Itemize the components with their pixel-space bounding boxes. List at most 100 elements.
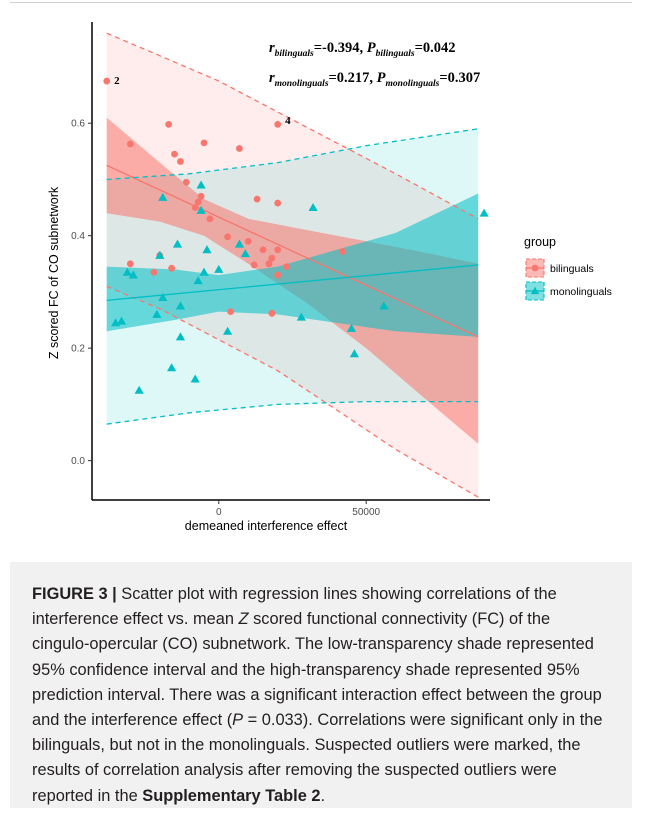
point-monolinguals bbox=[199, 267, 209, 276]
point-monolinguals bbox=[193, 276, 203, 285]
axes: 0 50000 0.0 0.2 0.4 0.6 demeaned interference … bbox=[47, 22, 490, 533]
caption-text-2: scored functional connectivity (FC) of t… bbox=[32, 610, 602, 730]
outlier-annotation: 2 bbox=[114, 75, 120, 87]
point-monolinguals bbox=[116, 316, 127, 325]
legend-marker-monolinguals bbox=[530, 286, 540, 295]
point-monolinguals bbox=[152, 309, 162, 318]
point-monolinguals bbox=[479, 208, 489, 217]
point-bilinguals bbox=[339, 248, 346, 255]
fit-line-bilinguals bbox=[106, 164, 479, 338]
confidence-band-monolinguals bbox=[106, 193, 479, 337]
supplementary-table-link[interactable]: Supplementary Table 2 bbox=[142, 786, 321, 805]
point-monolinguals bbox=[158, 292, 168, 302]
point-bilinguals bbox=[259, 246, 267, 254]
point-monolinguals bbox=[234, 239, 245, 248]
stats-fragment: bilinguals bbox=[275, 49, 314, 59]
stats-fragment: P bbox=[377, 70, 386, 86]
point-bilinguals bbox=[268, 309, 276, 317]
y-tick-label: 0.2 bbox=[71, 344, 85, 355]
point-bilinguals bbox=[168, 264, 176, 272]
point-bilinguals bbox=[126, 140, 134, 148]
point-bilinguals bbox=[253, 195, 261, 203]
point-bilinguals bbox=[283, 263, 290, 271]
point-monolinguals bbox=[158, 192, 168, 201]
legend-title: group bbox=[524, 235, 556, 249]
point-bilinguals bbox=[227, 308, 234, 316]
point-bilinguals bbox=[171, 150, 178, 158]
point-monolinguals bbox=[190, 374, 200, 383]
y-tick-label: 0.0 bbox=[71, 456, 85, 467]
point-monolinguals bbox=[122, 267, 132, 276]
point-monolinguals bbox=[214, 264, 224, 273]
caption-text-4: . bbox=[320, 786, 326, 805]
point-monolinguals bbox=[379, 301, 389, 310]
stats-fragment: =0.307 bbox=[439, 70, 480, 86]
stats-line: rmonolinguals=0.217, Pmonolinguals=0.307 bbox=[269, 70, 480, 89]
point-monolinguals bbox=[175, 332, 186, 341]
point-monolinguals bbox=[346, 323, 357, 332]
point-bilinguals bbox=[103, 77, 111, 85]
point-bilinguals bbox=[191, 204, 199, 211]
caption-text-3: = 0.033). Correlations were significant … bbox=[32, 711, 603, 805]
y-axis-label: Z scored FC of CO subnetwork bbox=[47, 186, 61, 359]
point-bilinguals bbox=[274, 199, 282, 207]
point-bilinguals bbox=[265, 260, 273, 268]
fit-line-monolinguals bbox=[106, 264, 479, 302]
point-bilinguals bbox=[126, 260, 134, 268]
prediction-upper-bilinguals bbox=[106, 32, 479, 220]
interval-bands bbox=[106, 33, 479, 498]
y-tick-label: 0.4 bbox=[71, 231, 85, 242]
stats-fragment: =-0.394, bbox=[314, 40, 367, 56]
prediction-upper-monolinguals bbox=[106, 128, 479, 181]
point-bilinguals bbox=[274, 120, 282, 128]
y-tick-label: 0.6 bbox=[71, 119, 85, 130]
point-monolinguals bbox=[349, 349, 359, 358]
point-monolinguals bbox=[172, 239, 183, 248]
point-monolinguals bbox=[240, 249, 250, 258]
legend-label-monolinguals: monolinguals bbox=[550, 286, 612, 298]
legend-marker-bilinguals bbox=[531, 264, 539, 272]
stats-fragment: monolinguals bbox=[275, 79, 329, 89]
stats-fragment: r bbox=[269, 40, 275, 56]
prediction-lower-monolinguals bbox=[106, 400, 479, 425]
x-axis-label: demeaned interference effect bbox=[185, 519, 348, 533]
stats-fragment: P bbox=[367, 40, 376, 56]
point-bilinguals bbox=[244, 237, 252, 245]
stats-line: rbilinguals=-0.394, Pbilinguals=0.042 bbox=[269, 40, 456, 59]
outlier-annotation: 4 bbox=[285, 115, 291, 127]
point-monolinguals bbox=[296, 312, 306, 321]
point-monolinguals bbox=[223, 326, 233, 335]
stats-fragment: =0.042 bbox=[415, 40, 456, 56]
point-bilinguals bbox=[224, 233, 232, 241]
stats-fragment: bilinguals bbox=[376, 49, 415, 59]
point-monolinguals bbox=[308, 202, 318, 212]
stats-text: rbilinguals=-0.394, Pbilinguals=0.042rmo… bbox=[269, 40, 480, 89]
point-bilinguals bbox=[197, 192, 205, 200]
legend: group bilinguals monolinguals bbox=[524, 235, 612, 301]
caption-text-1: Scatter plot with regression lines showi… bbox=[32, 585, 557, 629]
point-bilinguals bbox=[150, 268, 158, 276]
point-monolinguals bbox=[196, 180, 206, 189]
point-monolinguals bbox=[202, 245, 212, 254]
top-divider bbox=[10, 2, 632, 3]
x-tick-label: 50000 bbox=[352, 507, 380, 518]
point-bilinguals bbox=[236, 145, 243, 152]
point-monolinguals bbox=[134, 385, 144, 394]
x-tick-label: 0 bbox=[216, 507, 222, 518]
point-bilinguals bbox=[177, 158, 184, 165]
stats-fragment: r bbox=[269, 70, 275, 86]
point-bilinguals bbox=[268, 254, 276, 262]
caption-z: Z bbox=[238, 610, 249, 629]
caption-p: P bbox=[232, 711, 244, 730]
point-bilinguals bbox=[250, 261, 258, 269]
legend-label-bilinguals: bilinguals bbox=[550, 263, 594, 275]
figure-label: FIGURE 3 | bbox=[32, 585, 117, 603]
point-bilinguals bbox=[182, 178, 190, 186]
point-annotations: 24 bbox=[114, 75, 291, 127]
point-monolinguals bbox=[175, 301, 186, 310]
point-bilinguals bbox=[200, 139, 208, 147]
regression-lines bbox=[106, 32, 479, 498]
data-points bbox=[103, 77, 489, 394]
scatter-chart: 0 50000 0.0 0.2 0.4 0.6 demeaned interference … bbox=[47, 22, 612, 533]
